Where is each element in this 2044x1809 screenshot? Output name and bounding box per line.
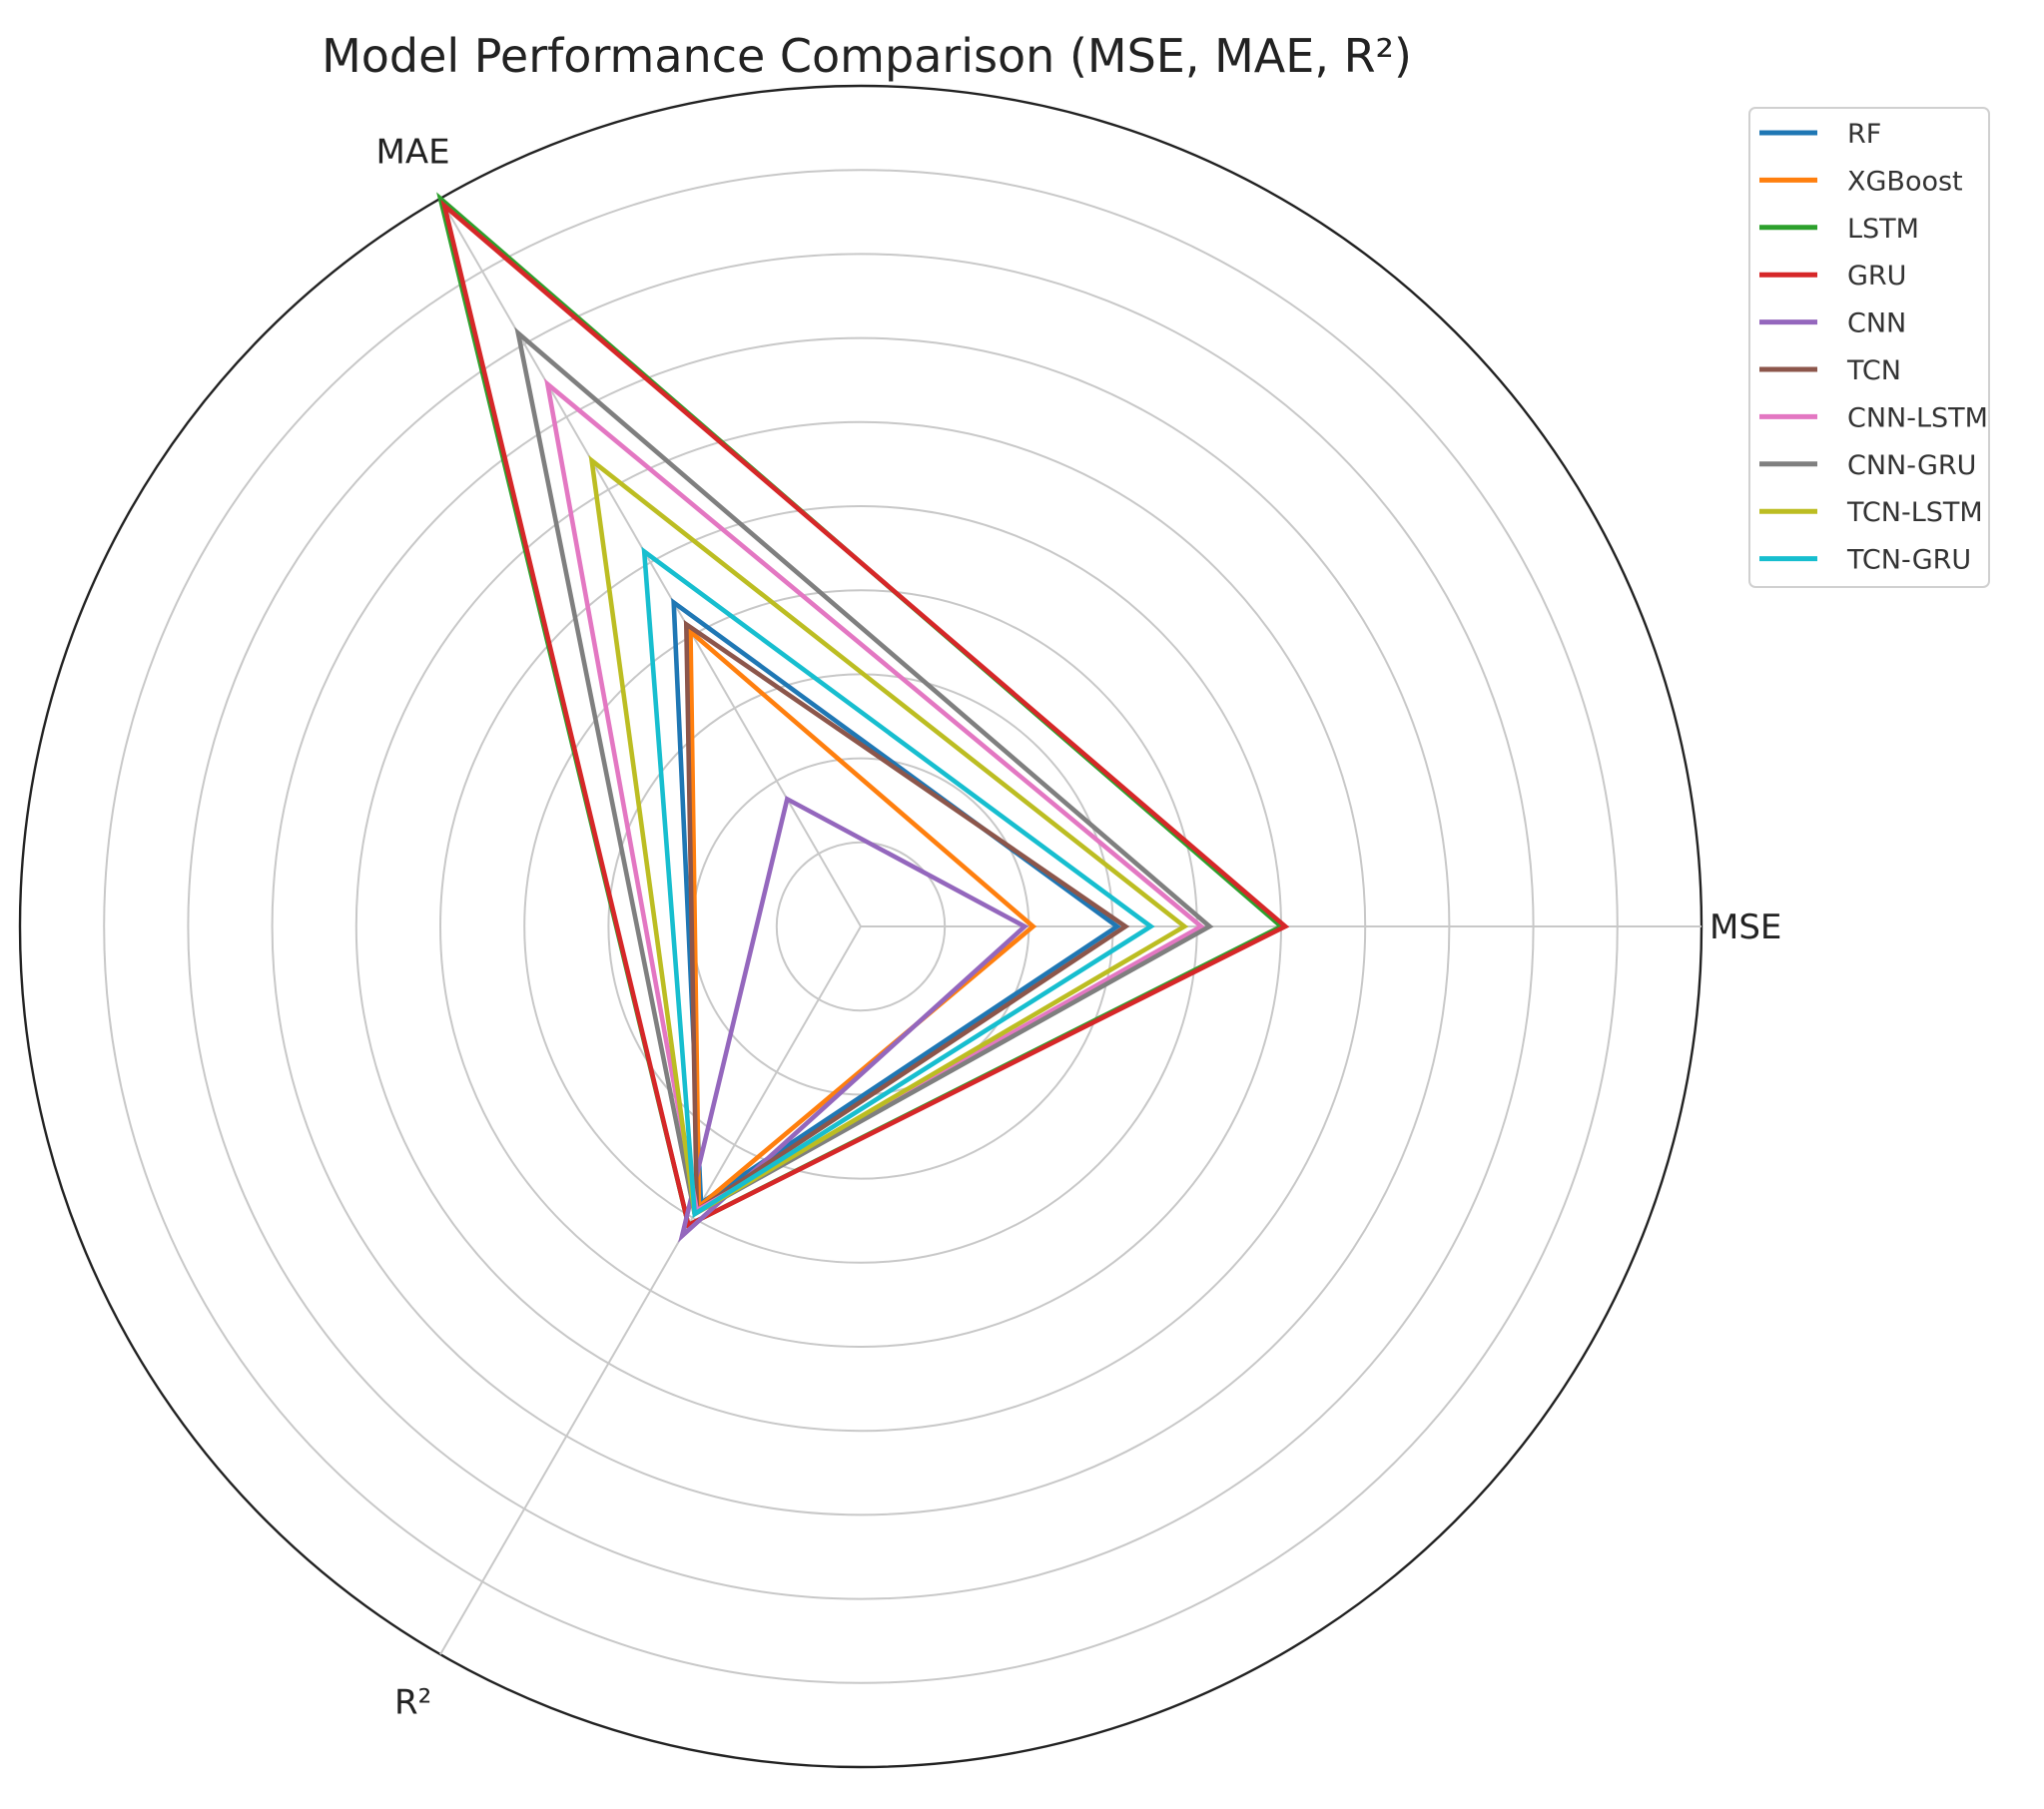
axis-label-3: R² <box>394 1683 431 1723</box>
legend-label: LSTM <box>1847 214 1919 245</box>
legend-entry-gru: GRU <box>1759 261 1906 292</box>
legend-entry-tcn-gru: TCN-GRU <box>1759 545 1971 576</box>
spoke-2 <box>439 198 862 927</box>
series-line-rf <box>671 597 1121 1208</box>
legend-label: TCN-LSTM <box>1846 497 1983 528</box>
legend-label: CNN-LSTM <box>1847 402 1988 433</box>
axis-label-2: MAE <box>376 132 450 172</box>
legend-label: GRU <box>1847 261 1906 292</box>
legend-label: CNN-GRU <box>1847 450 1976 481</box>
series-line-tcn <box>683 619 1130 1215</box>
chart-title: Model Performance Comparison (MSE, MAE, … <box>322 29 1412 83</box>
legend-label: RF <box>1847 119 1881 150</box>
legend-entry-cnn-gru: CNN-GRU <box>1759 450 1976 481</box>
legend-entry-tcn-lstm: TCN-LSTM <box>1759 497 1983 528</box>
axis-label-1: MSE <box>1709 907 1781 947</box>
legend-entry-cnn-lstm: CNN-LSTM <box>1759 402 1988 433</box>
legend-label: TCN <box>1846 355 1901 386</box>
grid <box>18 84 1703 1769</box>
legend-entry-xgboost: XGBoost <box>1759 166 1963 197</box>
legend-entry-cnn: CNN <box>1759 308 1906 339</box>
series-line-tcn-gru <box>641 546 1155 1218</box>
series-line-gru <box>440 199 1290 1229</box>
legend: RF XGBoost LSTM GRU CNN TCN CNN-LSTM CNN-GRU TCN… <box>1748 107 1990 588</box>
legend-label: CNN <box>1847 308 1906 339</box>
legend-entry-lstm: LSTM <box>1759 214 1919 245</box>
axis-labels: MSE MAE R² <box>376 132 1782 1722</box>
series-line-cnn-gru <box>514 326 1214 1218</box>
series-line-tcn-lstm <box>588 454 1189 1218</box>
legend-label: XGBoost <box>1847 166 1963 197</box>
series-layer <box>436 192 1290 1243</box>
legend-entry-tcn: TCN <box>1759 355 1901 386</box>
series-line-cnn-lstm <box>544 378 1206 1214</box>
legend-entry-rf: RF <box>1759 119 1881 150</box>
series-line-cnn <box>678 795 1029 1243</box>
spoke-3 <box>439 925 862 1655</box>
legend-label: TCN-GRU <box>1846 545 1971 576</box>
series-line-xgboost <box>688 626 1037 1212</box>
